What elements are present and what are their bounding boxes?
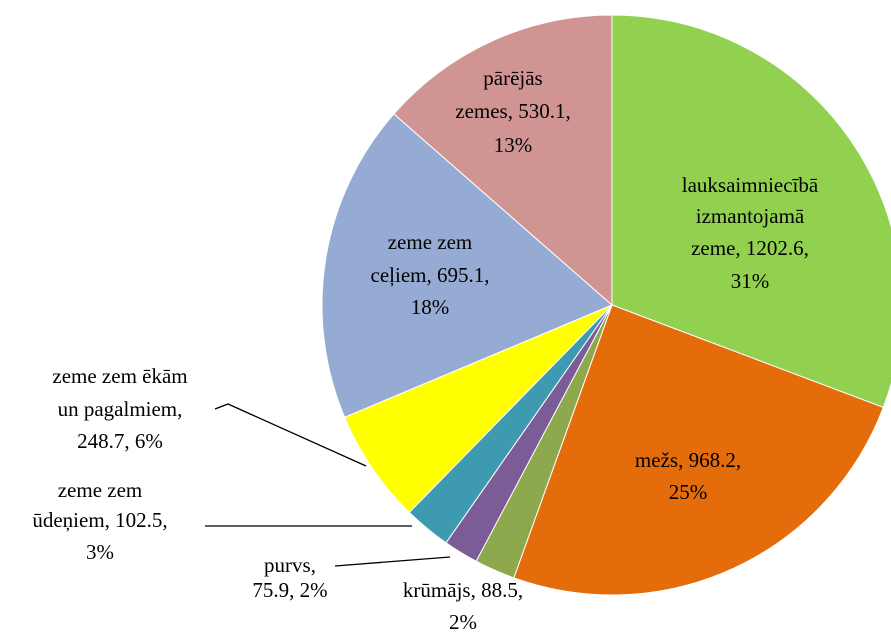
pie-slice xyxy=(393,14,613,307)
labels: lauksaimniecībā izmantojamā zeme, 1202.6, 3… xyxy=(32,66,819,632)
data-label: mežs, 968.2, xyxy=(635,448,741,472)
data-label: 18% xyxy=(411,295,450,319)
data-label: lauksaimniecībā xyxy=(682,173,819,197)
pie-slice xyxy=(343,304,613,514)
data-label: zemes, 530.1, xyxy=(455,99,570,123)
data-label: ūdeņiem, 102.5, xyxy=(32,508,167,532)
pie-slice xyxy=(513,304,884,596)
slices xyxy=(321,14,891,596)
data-label: 25% xyxy=(669,480,708,504)
data-label: 75.9, 2% xyxy=(252,578,327,602)
data-label: 13% xyxy=(494,133,533,157)
data-label: 31% xyxy=(731,269,770,293)
data-label: 3% xyxy=(86,540,114,564)
data-label: zeme zem xyxy=(388,230,473,254)
data-label: purvs, xyxy=(264,553,316,577)
data-label: un pagalmiem, xyxy=(58,397,183,421)
leader-line xyxy=(214,403,367,467)
data-label: 2% xyxy=(449,610,477,632)
data-label: zeme zem ēkām xyxy=(52,364,187,388)
data-label: izmantojamā xyxy=(696,204,805,228)
data-label: 248.7, 6% xyxy=(77,429,163,453)
data-label: zeme, 1202.6, xyxy=(691,236,809,260)
data-label: zeme zem xyxy=(58,478,143,502)
data-label: ceļiem, 695.1, xyxy=(371,263,490,287)
pie-slice xyxy=(611,14,891,409)
data-label: pārējās xyxy=(483,66,542,90)
data-label: krūmājs, 88.5, xyxy=(403,578,523,602)
pie-slice xyxy=(321,113,613,418)
leader-line xyxy=(334,556,451,567)
